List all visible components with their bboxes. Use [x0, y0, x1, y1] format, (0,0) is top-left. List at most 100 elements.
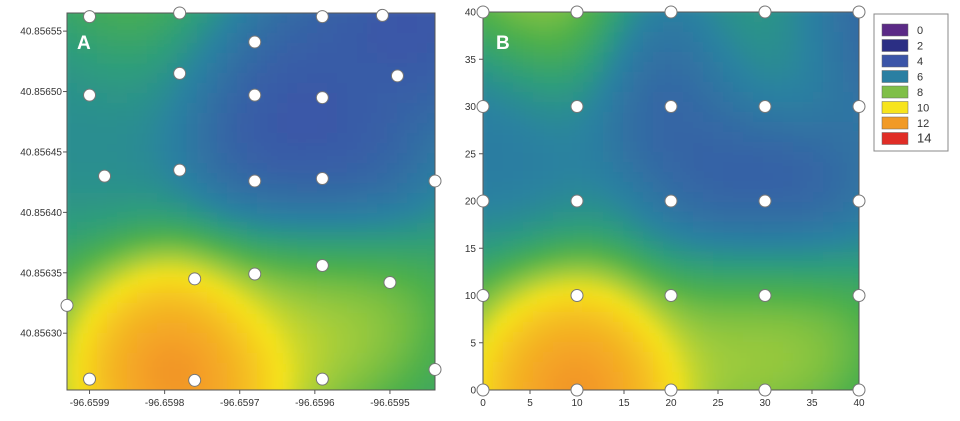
y-tick-label: 30: [465, 102, 477, 113]
legend-label: 14: [917, 131, 931, 146]
sample-point: [476, 383, 490, 397]
sample-point: [476, 289, 490, 302]
sample-point: [852, 383, 866, 397]
y-tick-label: 20: [465, 197, 477, 208]
sample-point: [173, 66, 187, 80]
sample-point: [758, 383, 772, 397]
sample-point: [375, 8, 389, 22]
legend-swatch: [881, 54, 909, 68]
legend-swatch: [881, 132, 909, 145]
sample-point: [248, 174, 262, 188]
x-tick-label: 25: [712, 398, 724, 409]
sample-point: [188, 272, 202, 286]
panel-label-b: B: [496, 33, 510, 54]
sample-point: [570, 383, 584, 397]
sample-point: [664, 100, 678, 113]
x-tick-label: -96.6598: [145, 398, 185, 409]
x-tick-label: 5: [527, 398, 533, 409]
sample-point: [664, 5, 678, 19]
y-tick-label: 10: [465, 291, 477, 302]
sample-point: [852, 289, 866, 302]
legend-label: 6: [917, 72, 923, 84]
sample-point: [315, 91, 329, 105]
sample-point: [476, 5, 490, 19]
sample-point: [428, 362, 442, 376]
panel-label-a: A: [77, 33, 91, 54]
x-tick-label: 30: [759, 398, 771, 409]
x-tick-label: 40: [853, 398, 865, 409]
sample-point: [664, 194, 678, 208]
sample-point: [428, 174, 442, 188]
sample-point: [60, 298, 74, 312]
x-tick-label: 15: [618, 398, 630, 409]
y-tick-label: 40.85655: [20, 27, 62, 38]
sample-point: [570, 194, 584, 208]
sample-point: [248, 267, 262, 281]
sample-point: [758, 194, 772, 208]
y-tick-label: 40.85635: [20, 268, 62, 279]
y-tick-label: 40: [465, 8, 477, 19]
sample-point: [570, 100, 584, 113]
sample-points-a: [60, 6, 442, 387]
legend-label: 2: [917, 41, 923, 53]
sample-point: [315, 10, 329, 24]
contour-field-a: [67, 13, 435, 390]
panel-a: -96.6599 -96.6598 -96.6597 -96.6596 -96.6595…: [20, 6, 442, 409]
y-tick-label: 0: [470, 386, 476, 397]
sample-point: [83, 10, 97, 24]
x-tick-label: -96.6595: [370, 398, 410, 409]
sample-point: [664, 289, 678, 302]
axes-b: 0 5 10 15 20 25 30 35 40 0 5 10 15 20 25 30 35 40: [465, 8, 865, 410]
sample-point: [173, 6, 187, 20]
legend-swatch: [881, 116, 909, 130]
sample-points-b: [476, 5, 866, 397]
sample-point: [383, 275, 397, 289]
x-tick-label: 35: [806, 398, 818, 409]
sample-point: [83, 372, 97, 386]
sample-point: [570, 5, 584, 19]
sample-point: [83, 88, 97, 102]
sample-point: [315, 172, 329, 186]
sample-point: [173, 163, 187, 177]
panel-b: 0 5 10 15 20 25 30 35 40 0 5 10 15 20 25 30 35 40 B: [465, 5, 866, 410]
sample-point: [476, 100, 490, 113]
legend-label: 8: [917, 87, 923, 99]
sample-point: [390, 69, 404, 83]
y-tick-label: 35: [465, 55, 477, 66]
sample-point: [758, 289, 772, 302]
y-tick-label: 40.85640: [20, 208, 62, 219]
legend-label: 10: [917, 103, 929, 115]
sample-point: [315, 372, 329, 386]
x-tick-label: -96.6599: [70, 398, 110, 409]
sample-point: [852, 5, 866, 19]
y-tick-label: 5: [470, 338, 476, 349]
legend-swatch: [881, 23, 909, 37]
y-tick-label: 25: [465, 149, 477, 160]
legend-label: 0: [917, 25, 923, 37]
legend-swatch: [881, 70, 909, 83]
sample-point: [476, 194, 490, 208]
y-tick-label: 40.85650: [20, 87, 62, 98]
x-tick-label: -96.6597: [220, 398, 260, 409]
legend-swatch: [881, 101, 909, 114]
legend-swatch: [881, 39, 909, 52]
plot-frame-a: [66, 12, 436, 391]
axes-a: -96.6599 -96.6598 -96.6597 -96.6596 -96.6595…: [20, 27, 410, 409]
sample-point: [758, 100, 772, 113]
x-tick-label: 0: [480, 398, 486, 409]
sample-point: [664, 383, 678, 397]
sample-point: [570, 289, 584, 302]
sample-point: [758, 5, 772, 19]
y-tick-label: 40.85630: [20, 329, 62, 340]
sample-point: [315, 259, 329, 273]
y-tick-label: 15: [465, 244, 477, 255]
sample-point: [852, 100, 866, 113]
x-tick-label: -96.6596: [295, 398, 335, 409]
sample-point: [852, 194, 866, 208]
y-tick-label: 40.85645: [20, 147, 62, 158]
legend-label: 12: [917, 118, 929, 130]
sample-point: [98, 169, 112, 183]
legend-label: 4: [917, 56, 923, 68]
